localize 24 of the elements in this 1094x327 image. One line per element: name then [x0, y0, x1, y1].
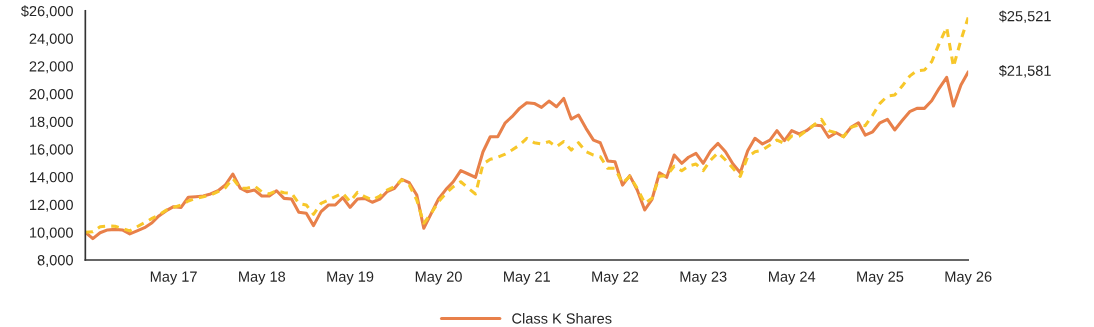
x-tick-label: May 20 [415, 271, 462, 285]
y-tick-label: 10,000 [30, 227, 73, 240]
x-tick-label: May 22 [592, 271, 639, 285]
y-tick-label: $26,000 [20, 5, 73, 18]
y-tick-label: 14,000 [30, 172, 73, 185]
x-tick-label: May 25 [857, 271, 904, 285]
line-series [85, 15, 969, 234]
x-tick-label: May 18 [239, 271, 286, 285]
y-tick-label: 16,000 [30, 144, 73, 157]
y-tick-label: 12,000 [30, 199, 73, 212]
x-tick-label: May 23 [680, 271, 727, 285]
y-tick-label: 24,000 [29, 33, 73, 46]
x-tick-label: May 21 [504, 271, 550, 285]
x-tick-label: May 26 [945, 271, 992, 285]
y-tick-label: 22,000 [29, 61, 73, 74]
y-tick-label: 20,000 [29, 88, 73, 101]
x-tick-label: May 19 [327, 271, 374, 285]
annotation: $21,581 [998, 64, 1051, 78]
legend-label: Class K Shares [512, 312, 612, 324]
y-tick-label: 8,000 [37, 255, 73, 268]
x-tick-label: May 17 [150, 271, 197, 285]
y-tick-label: 18,000 [30, 116, 73, 129]
annotation: $25,521 [998, 10, 1051, 24]
x-tick-label: May 24 [769, 271, 816, 285]
